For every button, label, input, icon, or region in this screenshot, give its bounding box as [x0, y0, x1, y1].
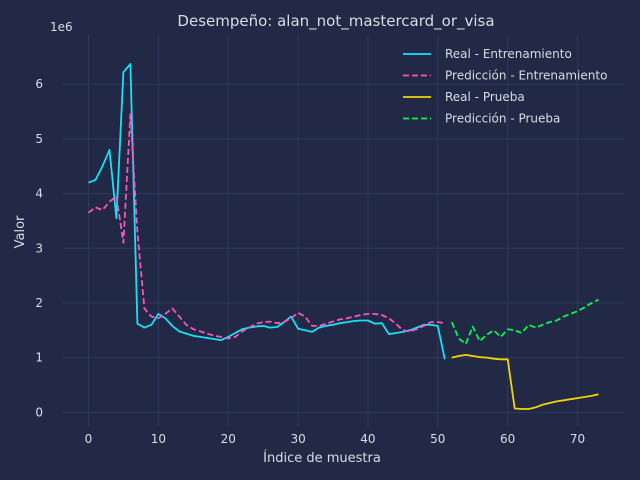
series-line-2: [87, 113, 445, 340]
x-tick-label: 70: [570, 432, 585, 446]
y-tick-label: 3: [35, 241, 43, 255]
x-axis-label: Índice de muestra: [263, 450, 381, 466]
legend-label: Real - Entrenamiento: [445, 47, 572, 61]
series-line-3: [451, 353, 599, 410]
y-tick-label: 0: [35, 405, 43, 419]
y-tick-label: 6: [35, 77, 43, 91]
y-tick-label: 4: [35, 187, 43, 201]
x-tick-label: 50: [430, 432, 445, 446]
y-tick-labels: 0 1 2 3 4 5 6: [35, 77, 43, 419]
series-line-1: [88, 63, 446, 360]
y-tick-label: 2: [35, 296, 43, 310]
y-tick-label: 5: [35, 132, 43, 146]
plot-area: [63, 35, 624, 426]
grid-x: [88, 35, 579, 426]
x-tick-label: 40: [360, 432, 375, 446]
legend-label: Predicción - Entrenamiento: [445, 69, 607, 83]
x-tick-label: 10: [151, 432, 166, 446]
x-tick-label: 30: [290, 432, 305, 446]
legend-label: Predicción - Prueba: [445, 112, 560, 126]
x-tick-label: 20: [221, 432, 236, 446]
legend-label: Real - Prueba: [445, 90, 525, 104]
y-tick-label: 1: [35, 351, 43, 365]
legend: Real - Entrenamiento Predicción - Entrena…: [403, 47, 607, 126]
x-tick-label: 0: [85, 432, 93, 446]
series-line-4: [450, 298, 599, 345]
x-tick-labels: 0 10 20 30 40 50 60 70: [85, 432, 586, 446]
y-multiplier-label: 1e6: [50, 20, 73, 34]
series-layer: [87, 63, 599, 410]
x-tick-label: 60: [500, 432, 515, 446]
grid-y: [63, 83, 624, 413]
y-axis-label: Valor: [13, 215, 28, 248]
chart-title: Desempeño: alan_not_mastercard_or_visa: [177, 12, 494, 31]
